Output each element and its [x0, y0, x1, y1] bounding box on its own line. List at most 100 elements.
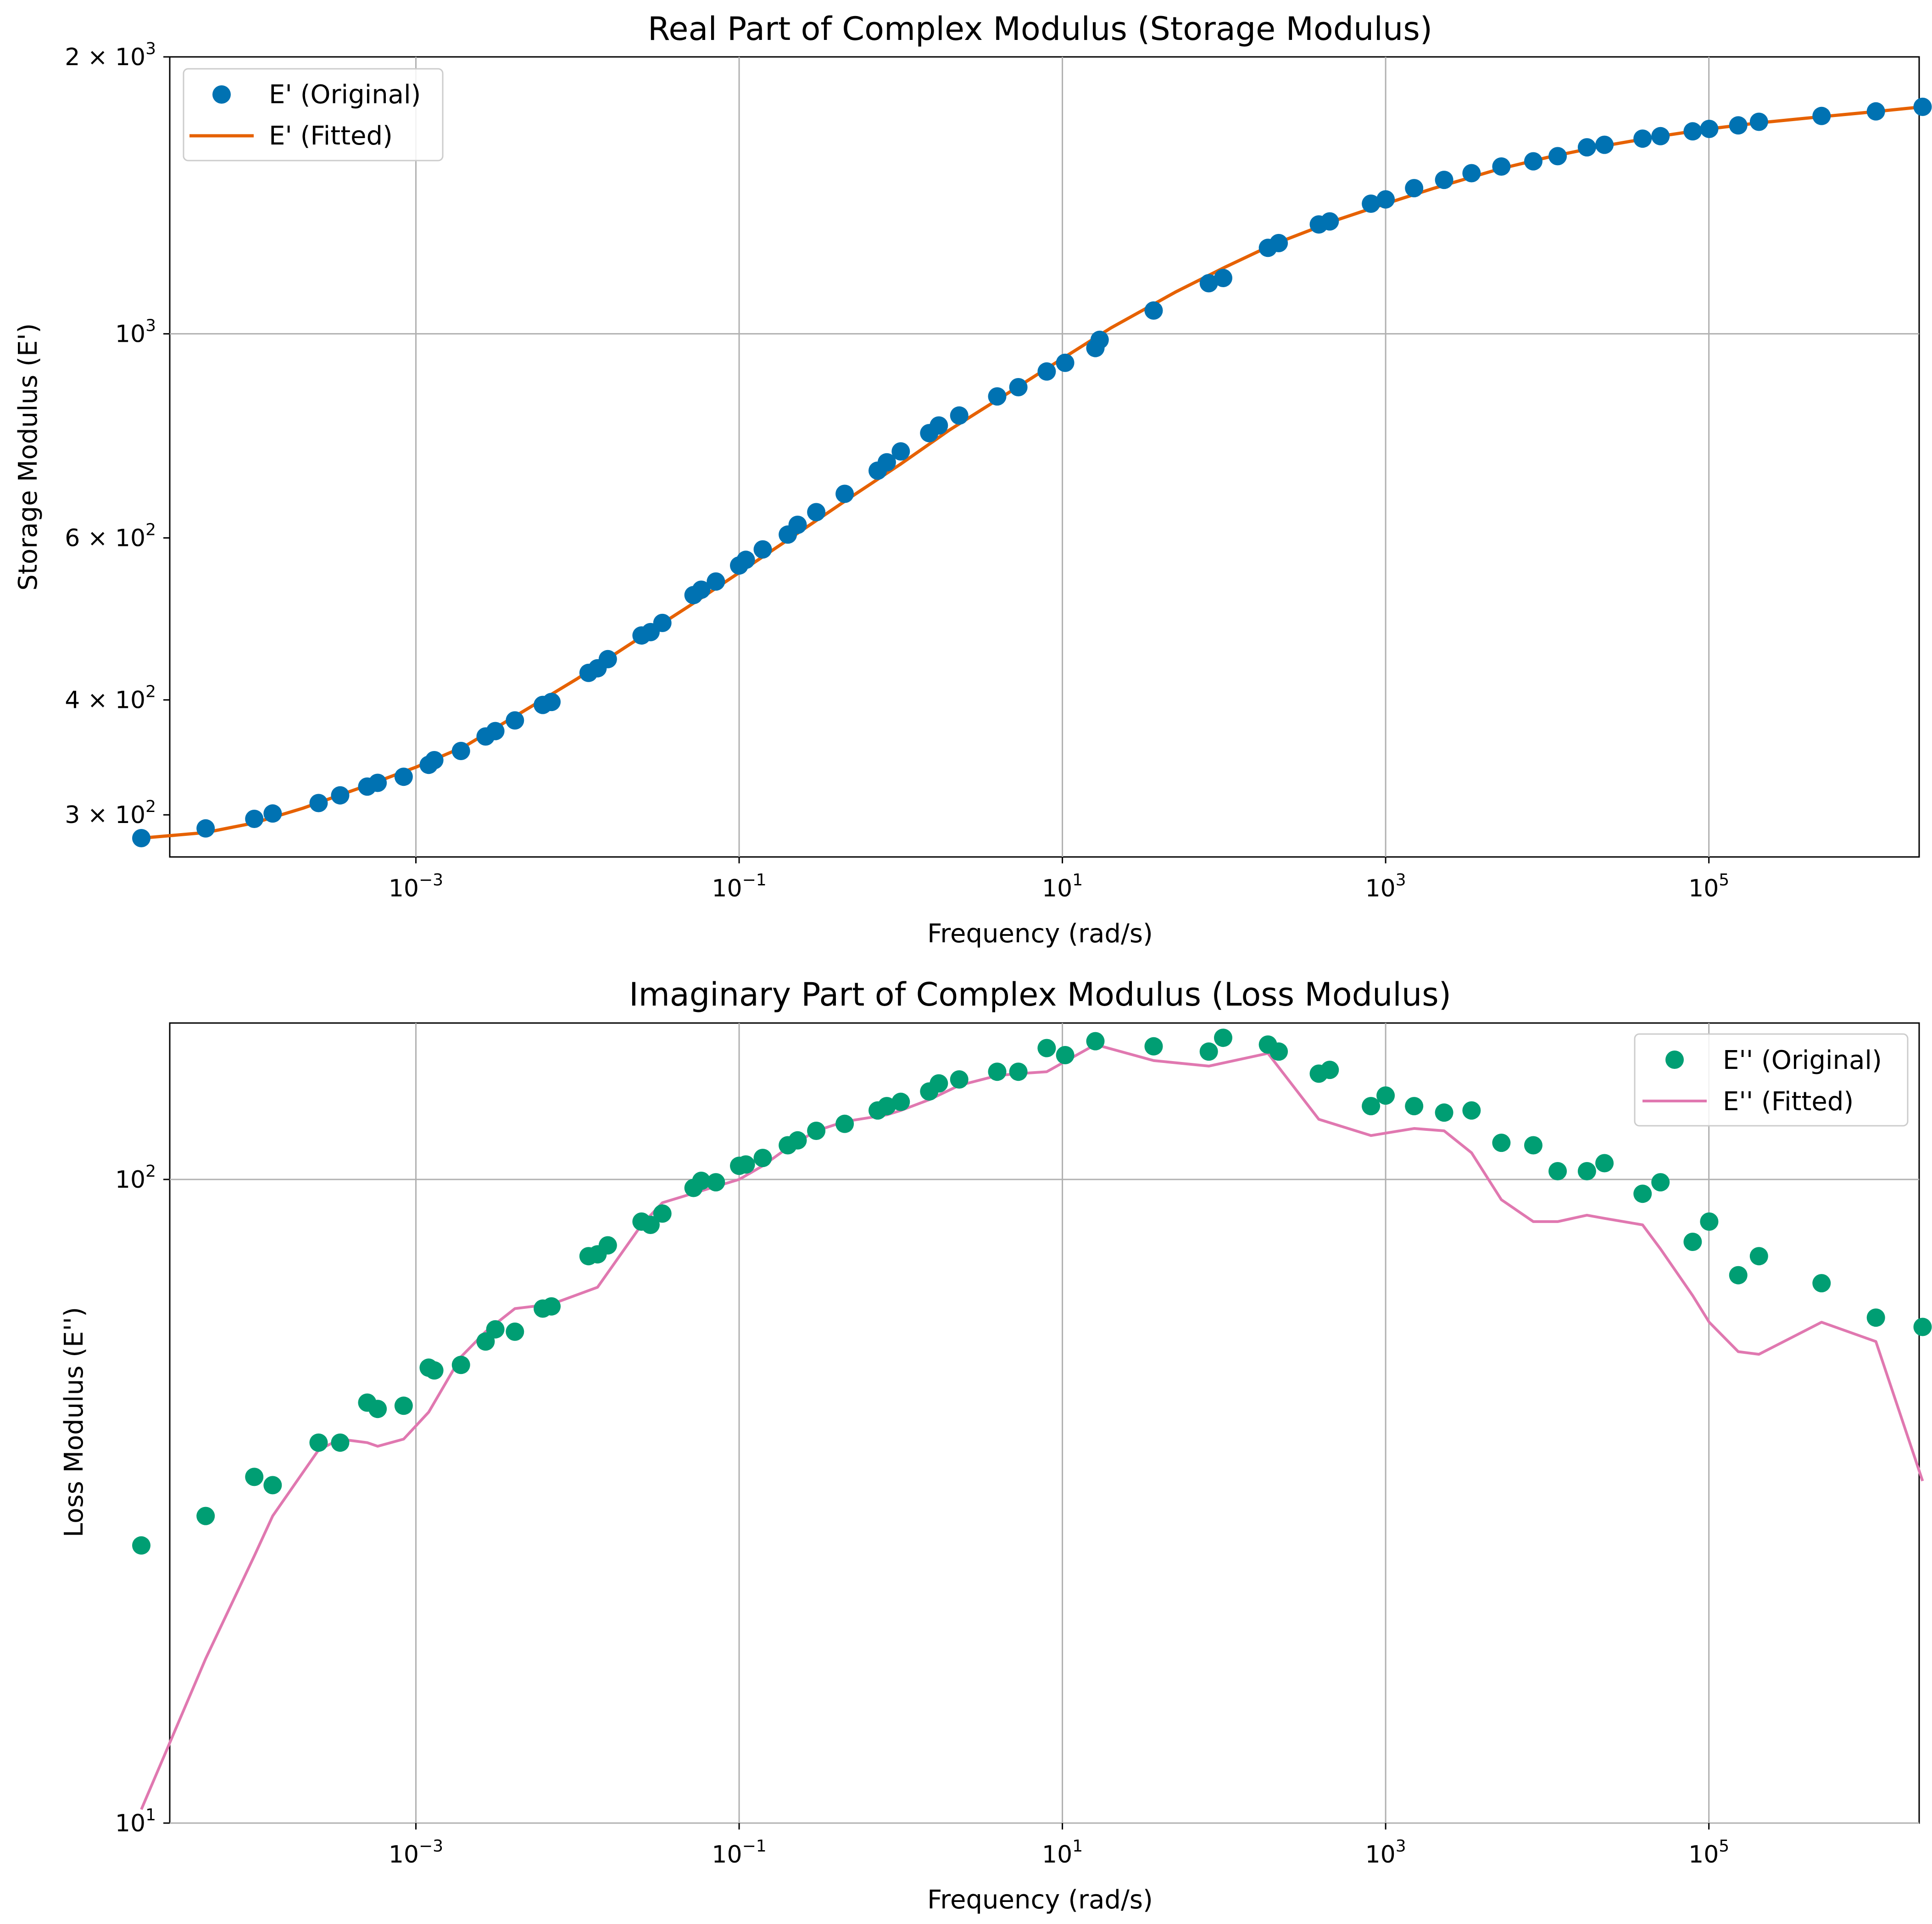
- loss-x-tick-label: 105: [1688, 1837, 1729, 1868]
- storage-legend-fitted-label: E' (Fitted): [269, 121, 393, 151]
- storage-original-point: [1144, 301, 1163, 320]
- storage-original-point: [1376, 190, 1395, 209]
- storage-original-point: [1320, 212, 1339, 231]
- storage-original-point: [653, 613, 672, 632]
- loss-original-point: [1086, 1032, 1105, 1051]
- storage-x-ticks: 10−3 10−1 101 103 105: [389, 857, 1729, 902]
- storage-original-point: [598, 650, 617, 668]
- storage-original-point: [736, 551, 755, 569]
- loss-y-ticks: 101 102: [115, 1162, 170, 1837]
- storage-original-point: [368, 773, 387, 792]
- loss-original-point: [1405, 1097, 1424, 1116]
- storage-legend-original-marker: [212, 85, 231, 104]
- storage-original-point: [988, 387, 1007, 406]
- storage-original-point: [506, 711, 524, 730]
- loss-original-point: [598, 1236, 617, 1255]
- loss-original-point: [788, 1131, 807, 1150]
- loss-original-point: [807, 1122, 826, 1140]
- loss-legend-original-label: E'' (Original): [1723, 1045, 1882, 1075]
- loss-original-point: [988, 1062, 1007, 1081]
- storage-original-point: [1729, 116, 1748, 135]
- storage-original-point: [1269, 234, 1288, 252]
- loss-original-point: [196, 1507, 215, 1525]
- storage-original-point: [263, 804, 282, 823]
- storage-original-point: [788, 516, 807, 534]
- loss-original-point: [1009, 1062, 1028, 1081]
- storage-original-point: [1913, 97, 1932, 116]
- loss-original-point: [1866, 1308, 1885, 1327]
- storage-original-point: [1435, 171, 1453, 189]
- loss-original-point: [1913, 1318, 1932, 1336]
- storage-original-point: [394, 767, 413, 786]
- storage-y-tick-label: 3 × 102: [65, 797, 156, 829]
- storage-original-point: [1749, 112, 1768, 131]
- loss-original-point: [950, 1070, 969, 1089]
- loss-y-axis-label: Loss Modulus (E''): [59, 1307, 89, 1537]
- storage-y-ticks: 3 × 102 4 × 102 6 × 102 103 2 × 103: [65, 39, 170, 829]
- storage-original-point: [331, 786, 350, 805]
- storage-y-axis-label: Storage Modulus (E'): [13, 323, 43, 590]
- storage-y-tick-label: 2 × 103: [65, 39, 156, 71]
- loss-original-point: [476, 1332, 495, 1351]
- loss-legend-fitted-label: E'' (Fitted): [1723, 1087, 1854, 1117]
- storage-original-point: [1056, 353, 1075, 372]
- loss-original-point: [263, 1476, 282, 1495]
- storage-legend-box: [183, 68, 444, 161]
- storage-y-tick-label: 4 × 102: [65, 683, 156, 714]
- loss-original-point: [1749, 1247, 1768, 1266]
- storage-original-point: [1405, 179, 1424, 198]
- loss-original-point: [1548, 1162, 1567, 1180]
- loss-original-point: [835, 1114, 854, 1133]
- storage-original-point: [486, 722, 505, 740]
- loss-legend-box: [1634, 1033, 1909, 1127]
- storage-original-point: [425, 751, 444, 769]
- storage-original-series: [132, 97, 1932, 847]
- storage-original-point: [1633, 129, 1652, 148]
- storage-original-point: [1090, 330, 1109, 349]
- storage-gridlines: [170, 57, 1919, 857]
- loss-original-point: [542, 1297, 561, 1316]
- loss-original-point: [1199, 1042, 1218, 1061]
- loss-original-point: [1729, 1266, 1748, 1285]
- storage-x-tick-label: 10−3: [389, 871, 443, 902]
- loss-original-point: [1462, 1101, 1481, 1120]
- storage-x-tick-label: 105: [1688, 871, 1729, 902]
- loss-original-point: [245, 1468, 264, 1486]
- storage-original-point: [891, 442, 910, 461]
- loss-y-tick-label: 101: [115, 1806, 156, 1837]
- storage-original-point: [132, 829, 150, 847]
- loss-original-point: [1700, 1212, 1719, 1231]
- storage-x-tick-label: 101: [1042, 871, 1083, 902]
- loss-original-point: [1037, 1039, 1056, 1057]
- loss-y-tick-label: 102: [115, 1162, 156, 1194]
- storage-original-point: [1009, 378, 1028, 396]
- loss-original-point: [707, 1173, 725, 1192]
- loss-x-axis-label: Frequency (rad/s): [927, 1885, 1153, 1915]
- loss-original-point: [653, 1204, 672, 1223]
- loss-x-ticks: 10−3 10−1 101 103 105: [389, 1823, 1729, 1868]
- storage-original-point: [1651, 127, 1670, 145]
- storage-original-point: [835, 484, 854, 503]
- storage-original-point: [1866, 102, 1885, 121]
- loss-x-tick-label: 10−3: [389, 1837, 443, 1868]
- storage-original-point: [1812, 106, 1831, 125]
- loss-original-point: [753, 1149, 772, 1168]
- loss-original-point: [309, 1433, 328, 1452]
- loss-original-point: [1633, 1184, 1652, 1203]
- storage-modulus-panel: Real Part of Complex Modulus (Storage Mo…: [13, 10, 1932, 949]
- storage-original-point: [451, 742, 470, 760]
- loss-original-point: [425, 1361, 444, 1380]
- loss-original-point: [1683, 1233, 1702, 1251]
- storage-original-point: [753, 540, 772, 559]
- storage-original-point: [707, 572, 725, 591]
- storage-original-point: [542, 693, 561, 712]
- storage-original-point: [1214, 269, 1232, 287]
- storage-original-point: [1462, 164, 1481, 183]
- loss-original-point: [1269, 1042, 1288, 1061]
- loss-chart-title: Imaginary Part of Complex Modulus (Loss …: [629, 976, 1451, 1013]
- storage-original-point: [1548, 147, 1567, 166]
- storage-original-point: [1577, 138, 1596, 157]
- storage-original-point: [1362, 195, 1381, 213]
